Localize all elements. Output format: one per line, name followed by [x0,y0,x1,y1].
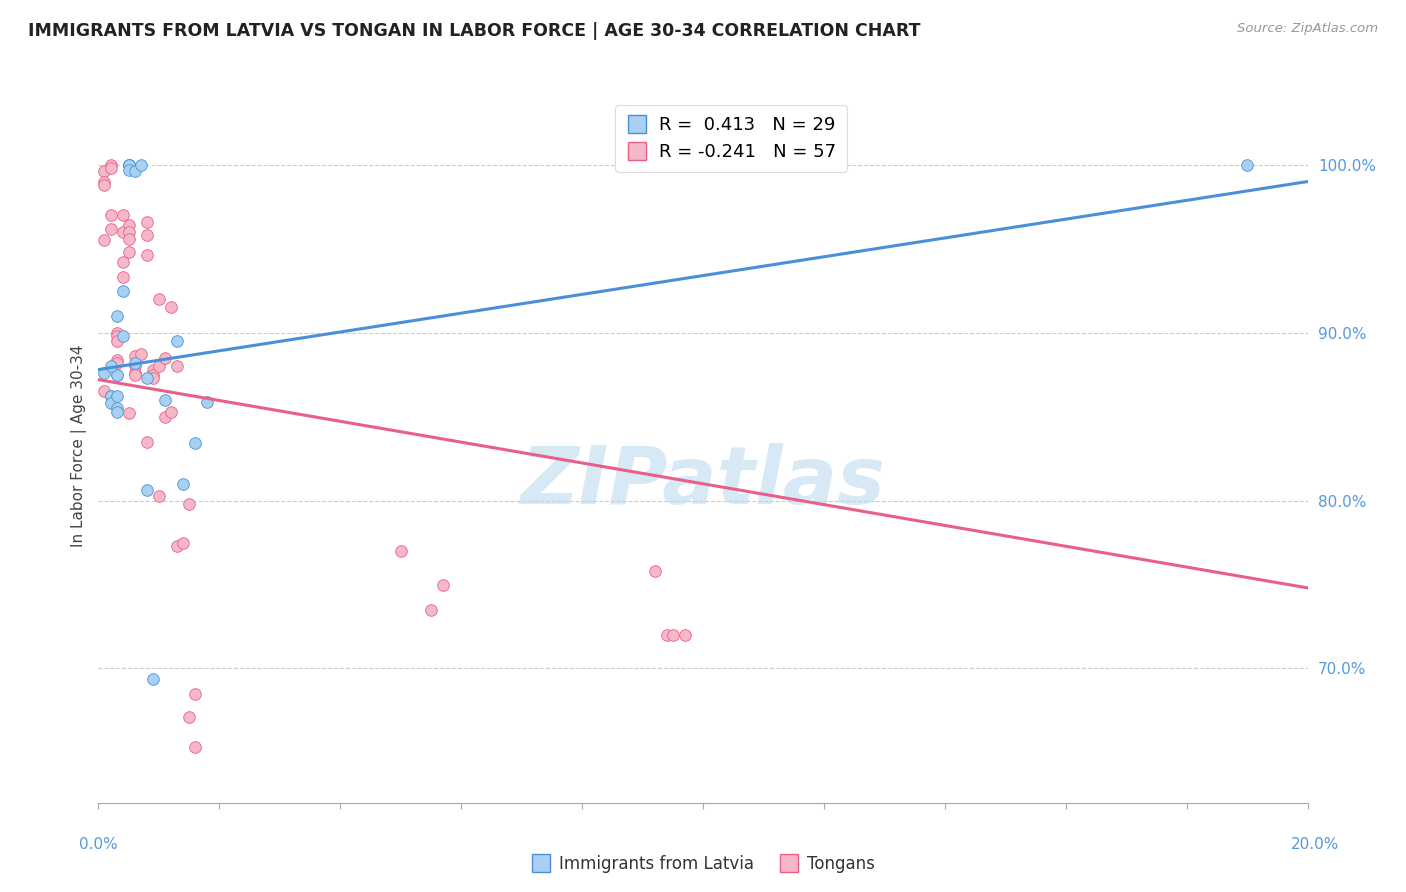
Point [93,178,115,192]
Point [124,366,146,380]
Point [135,483,157,498]
Point [105,352,128,367]
Point [118,158,141,172]
Point [111,270,134,285]
Point [129,347,152,361]
Point [142,362,165,376]
Point [105,326,128,340]
Point [644,564,666,578]
Point [172,535,194,549]
Point [129,158,152,172]
Point [111,329,134,343]
Point [166,539,188,553]
Point [179,710,201,724]
Point [118,158,141,172]
Point [100,161,122,175]
Point [93,233,115,247]
Point [153,409,176,424]
Point [153,392,176,407]
Point [105,334,128,348]
Point [111,284,134,298]
Point [142,368,165,382]
Point [100,208,122,222]
Point [135,215,157,229]
Point [118,162,141,177]
Y-axis label: In Labor Force | Age 30-34: In Labor Force | Age 30-34 [72,344,87,548]
Point [389,544,412,558]
Point [166,334,188,348]
Point [124,356,146,370]
Point [1236,158,1258,172]
Point [118,225,141,239]
Point [195,394,218,409]
Point [118,218,141,232]
Point [93,164,115,178]
Text: IMMIGRANTS FROM LATVIA VS TONGAN IN LABOR FORCE | AGE 30-34 CORRELATION CHART: IMMIGRANTS FROM LATVIA VS TONGAN IN LABO… [28,22,921,40]
Point [662,628,685,642]
Point [148,489,170,503]
Point [184,740,207,755]
Text: 0.0%: 0.0% [79,837,118,852]
Point [118,232,141,246]
Point [105,401,128,416]
Point [124,368,146,382]
Point [118,245,141,260]
Point [142,672,165,686]
Point [135,371,157,385]
Point [148,292,170,306]
Point [105,309,128,323]
Point [111,255,134,269]
Point [172,476,194,491]
Point [179,497,201,511]
Point [105,329,128,343]
Point [105,356,128,370]
Point [655,628,678,642]
Point [124,349,146,363]
Point [124,359,146,374]
Point [93,384,115,399]
Point [111,208,134,222]
Legend: Immigrants from Latvia, Tongans: Immigrants from Latvia, Tongans [524,848,882,880]
Point [100,396,122,410]
Text: Source: ZipAtlas.com: Source: ZipAtlas.com [1237,22,1378,36]
Text: ZIPatlas: ZIPatlas [520,442,886,521]
Point [100,389,122,403]
Text: 20.0%: 20.0% [1291,837,1339,852]
Point [100,158,122,172]
Point [111,225,134,239]
Point [166,359,188,374]
Point [673,628,696,642]
Point [100,359,122,374]
Point [420,603,443,617]
Point [148,359,170,374]
Point [100,389,122,403]
Point [105,368,128,382]
Point [118,406,141,420]
Point [135,248,157,262]
Point [105,404,128,418]
Point [105,368,128,382]
Point [153,351,176,365]
Legend: R =  0.413   N = 29, R = -0.241   N = 57: R = 0.413 N = 29, R = -0.241 N = 57 [616,105,846,172]
Point [160,404,183,418]
Point [118,158,141,172]
Point [135,228,157,243]
Point [93,366,115,380]
Point [93,175,115,189]
Point [432,577,454,591]
Point [184,436,207,450]
Point [100,221,122,235]
Point [184,687,207,701]
Point [135,434,157,449]
Point [142,371,165,385]
Point [124,164,146,178]
Point [105,389,128,403]
Point [118,158,141,172]
Point [160,301,183,315]
